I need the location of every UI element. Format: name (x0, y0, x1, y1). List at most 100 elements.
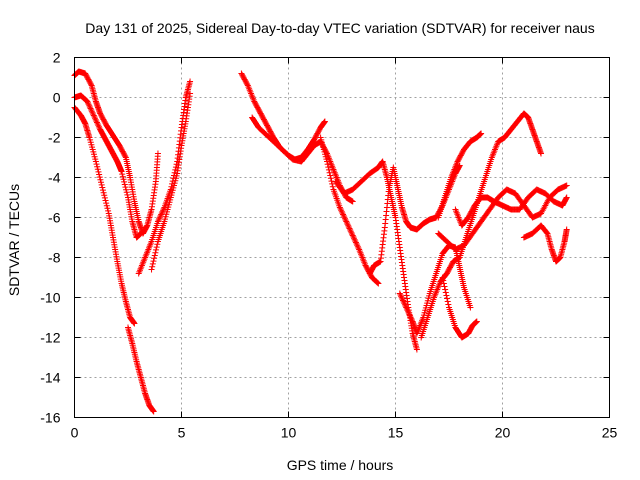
data-point-marker (403, 304, 410, 311)
data-point-marker (407, 314, 414, 321)
data-point-marker (91, 113, 98, 120)
data-point-marker (156, 214, 163, 221)
data-point-marker (397, 291, 404, 298)
data-point-marker (407, 312, 414, 319)
data-point-marker (348, 229, 355, 236)
data-point-marker (102, 197, 109, 204)
data-point-marker (149, 263, 156, 270)
data-point-marker (336, 204, 343, 211)
data-point-marker (99, 184, 106, 191)
data-point-marker (87, 81, 94, 88)
data-point-marker (101, 194, 108, 201)
y-tick-label: -10 (40, 290, 60, 306)
data-point-marker (398, 294, 405, 301)
data-point-marker (94, 163, 101, 170)
data-point-marker (343, 219, 350, 226)
data-point-marker (92, 116, 99, 123)
data-point-marker (92, 115, 99, 122)
data-point-marker (121, 181, 128, 188)
data-point-marker (351, 236, 358, 243)
data-point-marker (350, 235, 357, 242)
data-point-marker (122, 184, 129, 191)
data-point-marker (155, 217, 162, 224)
data-point-marker (123, 186, 130, 193)
data-point-marker (137, 230, 144, 237)
data-point-marker (478, 130, 485, 137)
data-point-marker (440, 277, 447, 284)
data-point-marker (441, 283, 448, 290)
data-point-marker (329, 180, 336, 187)
data-series-track-9 (317, 134, 382, 287)
data-point-marker (160, 207, 167, 214)
data-point-marker (90, 111, 97, 118)
x-tick-label: 15 (388, 425, 404, 441)
data-point-marker (98, 181, 105, 188)
data-point-marker (399, 297, 406, 304)
data-point-marker (439, 274, 446, 281)
data-point-marker (327, 172, 334, 179)
data-point-marker (473, 318, 480, 325)
x-tick-label: 0 (71, 425, 79, 441)
data-point-marker (93, 161, 100, 168)
data-point-marker (324, 161, 331, 168)
data-point-marker (94, 120, 101, 127)
data-point-marker (88, 108, 95, 115)
data-point-marker (156, 215, 163, 222)
x-tick-label: 10 (281, 425, 297, 441)
data-point-marker (96, 171, 103, 178)
grid-lines (74, 57, 610, 418)
data-point-marker (149, 260, 156, 267)
data-point-marker (244, 81, 251, 88)
data-point-marker (118, 168, 125, 175)
data-point-marker (187, 78, 194, 85)
data-point-marker (354, 243, 361, 250)
y-tick-label: -8 (48, 250, 61, 266)
data-point-marker (92, 158, 99, 165)
data-point-marker (157, 212, 164, 219)
data-point-marker (398, 293, 405, 300)
data-point-marker (152, 249, 159, 256)
data-point-marker (154, 218, 161, 225)
data-series-track-2 (71, 92, 144, 241)
data-point-marker (88, 106, 95, 113)
y-axis-label: SDTVAR / TECUs (6, 184, 22, 296)
data-point-marker (98, 179, 105, 186)
data-point-marker (353, 240, 360, 247)
y-tick-label: 0 (53, 90, 61, 106)
x-tick-label: 25 (602, 425, 618, 441)
data-point-marker (340, 211, 347, 218)
data-point-marker (325, 164, 332, 171)
data-point-marker (95, 122, 102, 129)
data-point-marker (103, 200, 110, 207)
data-series-track-4 (125, 324, 157, 415)
data-point-marker (150, 258, 157, 265)
data-point-marker (374, 279, 381, 286)
data-point-marker (119, 173, 126, 180)
data-series-track-1 (71, 68, 161, 237)
data-point-marker (321, 118, 328, 125)
y-tick-label: -2 (48, 130, 61, 146)
data-series-track-18 (520, 222, 570, 265)
data-point-marker (187, 90, 194, 97)
data-point-marker (354, 242, 361, 249)
data-points (71, 68, 570, 415)
data-series-track-17 (435, 182, 570, 253)
data-point-marker (444, 295, 451, 302)
data-point-marker (563, 182, 570, 189)
data-point-marker (350, 233, 357, 240)
data-point-marker (84, 99, 91, 106)
data-point-marker (89, 109, 96, 116)
data-series-track-10 (332, 158, 420, 353)
data-point-marker (442, 289, 449, 296)
data-point-marker (403, 305, 410, 312)
data-point-marker (338, 208, 345, 215)
data-point-marker (326, 169, 333, 176)
data-point-marker (440, 280, 447, 287)
data-point-marker (349, 232, 356, 239)
data-point-marker (153, 244, 160, 251)
data-point-marker (408, 315, 415, 322)
data-point-marker (131, 320, 138, 327)
data-point-marker (405, 310, 412, 317)
data-point-marker (95, 168, 102, 175)
